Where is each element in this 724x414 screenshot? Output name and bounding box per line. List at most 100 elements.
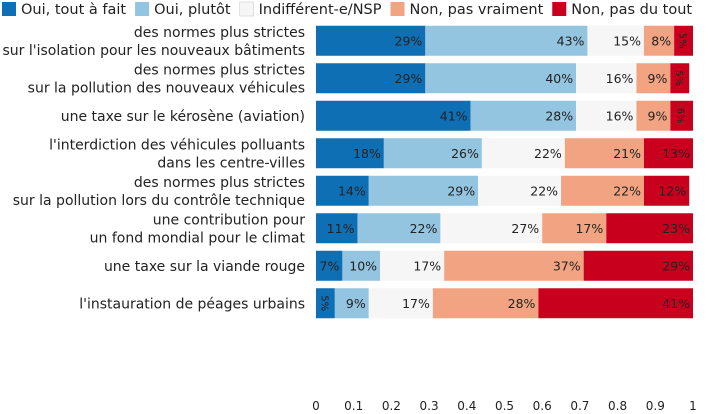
category-label: l'instauration de péages urbains — [79, 296, 305, 312]
bar-segment — [380, 250, 445, 281]
category-label: sur la pollution des nouveaux véhicules — [28, 80, 305, 96]
bar-segment — [587, 25, 644, 56]
bar-segment — [674, 25, 693, 56]
value-label: 41% — [440, 108, 468, 123]
bar-segment — [316, 63, 426, 94]
x-tick-label: 0.4 — [457, 399, 476, 413]
value-label: 21% — [613, 146, 641, 161]
bar-segment — [542, 213, 607, 244]
bar-segment — [481, 138, 565, 169]
value-label: 13% — [662, 146, 690, 161]
legend-label: Oui, plutôt — [154, 2, 231, 18]
value-label: 5% — [318, 295, 329, 311]
bar-segment — [316, 175, 369, 206]
bar-segment — [444, 250, 584, 281]
value-label: 9% — [648, 71, 668, 86]
bar-segment — [478, 175, 562, 206]
bar-segment — [425, 63, 577, 94]
category-label: une taxe sur la viande rouge — [104, 259, 305, 275]
x-tick-label: 0.8 — [608, 399, 627, 413]
bar-segment — [583, 250, 693, 281]
x-tick-label: 1 — [689, 399, 697, 413]
value-label: 40% — [545, 71, 573, 86]
x-tick-label: 0.1 — [344, 399, 363, 413]
value-label: 28% — [545, 108, 573, 123]
bar-segment — [564, 138, 644, 169]
bar-segment — [576, 100, 637, 131]
category-label: des normes plus strictes — [134, 25, 305, 41]
bar-segment — [643, 138, 693, 169]
value-label: 28% — [508, 296, 536, 311]
value-label: 41% — [662, 296, 690, 311]
legend-swatch — [239, 1, 254, 17]
category-label: dans les centre-villes — [157, 155, 305, 171]
x-axis: 0 0.1 0.2 0.3 0.4 0.5 0.6 0.7 0.8 0.9 1 — [312, 399, 697, 413]
value-label: 29% — [395, 33, 423, 48]
value-label: 22% — [530, 183, 558, 198]
legend-label: Oui, tout à fait — [21, 2, 126, 18]
bar-segment — [316, 25, 426, 56]
bar-segment — [538, 288, 693, 319]
value-label: 29% — [662, 258, 690, 273]
bar-segment — [636, 100, 671, 131]
bar-segment — [643, 175, 690, 206]
bar-segment — [670, 100, 693, 131]
bar-segment — [368, 288, 433, 319]
value-label: 9% — [346, 296, 366, 311]
category-label: des normes plus strictes — [134, 62, 305, 78]
value-label: 26% — [451, 146, 479, 161]
bar-segment — [470, 100, 577, 131]
category-label: sur la pollution lors du contrôle techni… — [13, 193, 305, 209]
x-tick-label: 0.3 — [420, 399, 439, 413]
category-label: sur l'isolation pour les nouveaux bâtime… — [2, 43, 305, 59]
legend-swatch — [552, 2, 567, 16]
x-tick-label: 0.7 — [570, 399, 589, 413]
value-label: 9% — [648, 108, 668, 123]
value-label: 16% — [606, 108, 634, 123]
legend-label: Indifférent-e/NSP — [259, 2, 382, 18]
bar-segment — [357, 213, 441, 244]
category-label: des normes plus strictes — [134, 175, 305, 191]
bar-segment — [316, 138, 384, 169]
value-label: 12% — [658, 183, 686, 198]
bar-segment — [576, 63, 637, 94]
x-tick-label: 0.5 — [495, 399, 514, 413]
value-label: 43% — [557, 33, 585, 48]
category-label: l'interdiction des véhicules polluants — [49, 137, 305, 153]
value-label: 10% — [349, 258, 377, 273]
value-label: 5% — [673, 70, 684, 86]
bar-segment — [316, 250, 343, 281]
value-label: 23% — [662, 221, 690, 236]
bar-segment — [383, 138, 482, 169]
value-label: 22% — [534, 146, 562, 161]
value-label: 11% — [327, 221, 355, 236]
x-tick-label: 0.6 — [533, 399, 552, 413]
legend-swatch — [135, 2, 150, 16]
value-label: 22% — [410, 221, 438, 236]
bar-segment — [432, 288, 539, 319]
bar-segment — [606, 213, 693, 244]
value-label: 29% — [447, 183, 475, 198]
value-label: 37% — [553, 258, 581, 273]
category-label: un fond mondial pour le climat — [90, 230, 306, 246]
bar-segment — [342, 250, 381, 281]
bar-segment — [440, 213, 543, 244]
value-label: 6% — [675, 108, 686, 124]
legend-label: Non, pas du tout — [571, 2, 692, 18]
value-label: 29% — [395, 71, 423, 86]
value-label: 7% — [320, 258, 340, 273]
legend-swatch — [390, 2, 405, 16]
value-label: 14% — [338, 183, 366, 198]
category-labels: des normes plus strictes sur l'isolation … — [2, 25, 305, 313]
x-tick-label: 0 — [312, 399, 320, 413]
x-tick-label: 0.9 — [646, 399, 665, 413]
category-label: une taxe sur le kérosène (aviation) — [61, 109, 305, 125]
bar-segment — [334, 288, 369, 319]
bar-segment — [636, 63, 671, 94]
bar-segment — [316, 213, 358, 244]
bar-segment — [561, 175, 644, 206]
bar-segment — [643, 25, 675, 56]
bars: 29% 43% 15% 8% 5% 29% 40% 16% 9% 5% 41% 28% 16% 9% 6% 1… — [316, 25, 693, 319]
x-tick-label: 0.2 — [382, 399, 401, 413]
value-label: 5% — [677, 33, 688, 49]
